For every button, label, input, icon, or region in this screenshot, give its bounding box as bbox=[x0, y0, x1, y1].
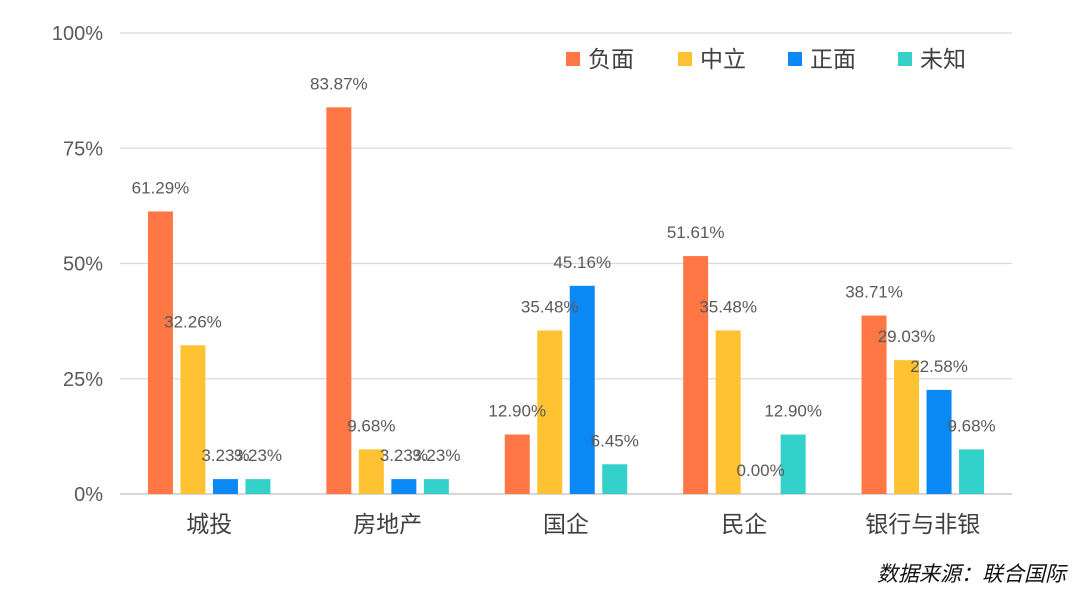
bar bbox=[715, 330, 741, 494]
category-label: 民企 bbox=[721, 512, 767, 538]
bar bbox=[180, 345, 206, 494]
legend-label: 中立 bbox=[700, 47, 746, 73]
legend-item: 正面 bbox=[788, 47, 856, 73]
category-label: 国企 bbox=[543, 512, 589, 538]
bar bbox=[423, 479, 449, 494]
data-label: 3.23% bbox=[201, 446, 249, 465]
x-axis-categories: 城投 房地产 国企 民企 银行与非银 bbox=[186, 512, 980, 538]
y-tick-label: 0% bbox=[74, 484, 103, 506]
bar bbox=[212, 479, 238, 494]
bar bbox=[894, 360, 920, 494]
data-label: 9.68% bbox=[347, 416, 395, 435]
bar bbox=[569, 285, 595, 494]
data-label: 22.58% bbox=[910, 357, 968, 376]
data-label: 12.90% bbox=[764, 402, 822, 421]
data-label: 3.23% bbox=[412, 446, 460, 465]
bar bbox=[326, 107, 352, 494]
legend-item: 未知 bbox=[898, 47, 966, 73]
y-tick-label: 100% bbox=[52, 23, 103, 45]
data-labels: 61.29%32.26%3.23%3.23%83.87%9.68%3.23%3.… bbox=[132, 74, 996, 480]
data-label: 51.61% bbox=[667, 223, 725, 242]
data-label: 9.68% bbox=[947, 416, 995, 435]
data-label: 6.45% bbox=[591, 431, 639, 450]
data-label: 12.90% bbox=[488, 402, 546, 421]
legend-swatch bbox=[898, 52, 912, 66]
legend-swatch bbox=[678, 52, 692, 66]
legend-swatch bbox=[788, 52, 802, 66]
legend-label: 未知 bbox=[920, 47, 966, 73]
category-label: 城投 bbox=[186, 512, 232, 538]
y-axis-ticks: 0% 25% 50% 75% 100% bbox=[52, 23, 103, 506]
bar bbox=[537, 330, 563, 494]
legend-item: 中立 bbox=[678, 47, 746, 73]
bar bbox=[504, 434, 530, 494]
data-label: 35.48% bbox=[521, 297, 579, 316]
data-source: 数据来源：联合国际 bbox=[877, 562, 1066, 586]
category-label: 房地产 bbox=[353, 512, 422, 538]
category-label: 银行与非银 bbox=[865, 512, 980, 538]
bar bbox=[245, 479, 271, 494]
bar bbox=[683, 256, 709, 494]
data-label: 29.03% bbox=[878, 327, 936, 346]
data-label: 38.71% bbox=[845, 283, 903, 302]
legend-swatch bbox=[566, 52, 580, 66]
data-label: 3.23% bbox=[380, 446, 428, 465]
data-label: 3.23% bbox=[234, 446, 282, 465]
bar bbox=[959, 449, 985, 494]
data-label: 35.48% bbox=[699, 297, 757, 316]
legend-label: 正面 bbox=[810, 47, 856, 73]
data-label: 83.87% bbox=[310, 74, 368, 93]
data-label: 45.16% bbox=[553, 253, 611, 272]
bar bbox=[602, 464, 628, 494]
data-label: 0.00% bbox=[737, 461, 785, 480]
bars bbox=[147, 107, 985, 494]
bar bbox=[391, 479, 417, 494]
y-tick-label: 75% bbox=[63, 138, 103, 160]
y-tick-label: 50% bbox=[63, 254, 103, 276]
bar bbox=[926, 389, 952, 494]
data-label: 61.29% bbox=[132, 178, 190, 197]
legend-item: 负面 bbox=[566, 47, 634, 73]
y-tick-label: 25% bbox=[63, 369, 103, 391]
legend: 负面 中立 正面 未知 bbox=[566, 47, 966, 73]
bar bbox=[780, 434, 806, 494]
data-label: 32.26% bbox=[164, 312, 222, 331]
bar bbox=[358, 449, 384, 494]
legend-label: 负面 bbox=[588, 47, 634, 73]
bar bbox=[861, 315, 887, 494]
bar bbox=[147, 211, 173, 494]
